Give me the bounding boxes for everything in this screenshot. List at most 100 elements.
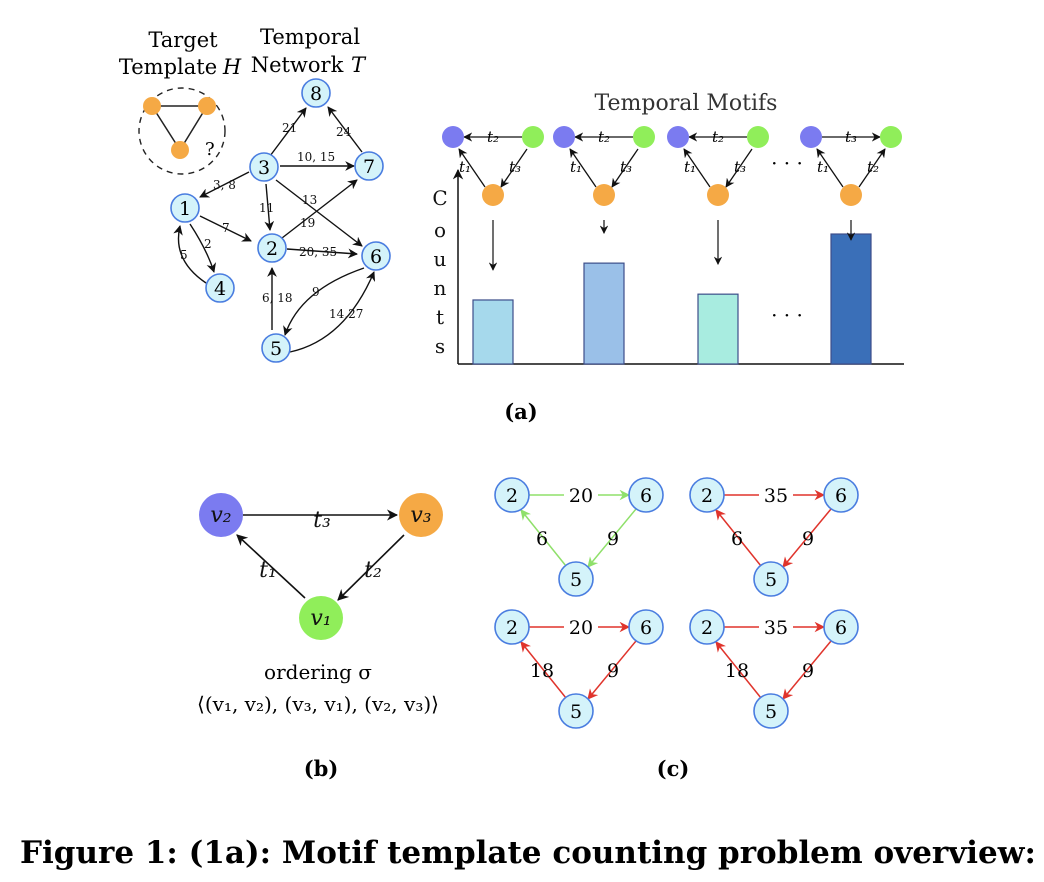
network-title-line1: Temporal (260, 25, 360, 49)
network-node-1: 1 (170, 193, 200, 223)
edge-1-4 (189, 223, 216, 273)
network-edges (173, 106, 376, 353)
edge-3-6 (275, 179, 363, 247)
motif-2-node-green (633, 126, 655, 148)
template-node-left (143, 97, 161, 115)
edge-label-5-2: 6, 18 (262, 291, 293, 305)
instance-2-label-right: 9 (802, 528, 814, 550)
instance-2-label-left: 6 (731, 528, 743, 550)
motif-2-label-top: t₂ (598, 128, 610, 146)
motif-3-label-left: t₁ (684, 158, 696, 176)
edge-label-t3: t₃ (313, 508, 331, 533)
motif-1-label-right: t₃ (509, 158, 521, 176)
instance-2-label-top: 35 (764, 485, 788, 507)
network-title-line2: Network (251, 53, 344, 77)
instance-1-label-right: 9 (607, 528, 619, 550)
instance-4-node-left-label: 2 (701, 617, 713, 639)
network-node-5-label: 5 (270, 338, 282, 360)
instance-4-node-right-label: 6 (835, 617, 847, 639)
network-node-3: 3 (249, 152, 279, 182)
instance-4-node-left (689, 609, 725, 645)
axis-letter-u: u (434, 247, 447, 271)
edge-v1-v2 (236, 534, 306, 599)
instance-2-node-right-label: 6 (835, 485, 847, 507)
edge-label-3-7: 10, 15 (297, 150, 335, 164)
motif-3-node-blue (667, 126, 689, 148)
motif-4-label-top: t₃ (845, 128, 857, 146)
network-node-1-label: 1 (179, 198, 191, 220)
motif-1-node-orange (482, 184, 504, 206)
node-v1 (299, 596, 343, 640)
instance-3-label-right: 9 (607, 660, 619, 682)
edge-2-6 (286, 248, 358, 259)
instance-1-node-left-label: 2 (506, 485, 518, 507)
figure-caption: Figure 1: (1a): Motif template counting … (20, 835, 1036, 871)
network-node-7: 7 (354, 151, 384, 181)
network-node-4: 4 (205, 273, 235, 303)
instance-4-label-right: 9 (802, 660, 814, 682)
network-node-8-label: 8 (310, 83, 322, 105)
motif-1: t₂ t₁ t₃ (442, 126, 544, 271)
template-title-line1: Target (148, 28, 218, 52)
template-node-right (198, 97, 216, 115)
ordering-value: ⟨(v₁, v₂), (v₃, v₁), (v₂, v₃)⟩ (197, 692, 439, 716)
instance-4-label-left: 18 (725, 660, 749, 682)
instance-3-node-left (494, 609, 530, 645)
template-question-mark: ? (205, 139, 215, 160)
edge-label-1-2: 7 (222, 221, 230, 235)
edge-label-1-4: 2 (204, 237, 212, 251)
motif-icons: t₂ t₁ t₃ t₂ t₁ t₃ t₂ t₁ t₃ t₃ t₁ t₂ (442, 126, 902, 271)
instance-4-node-bottom-label: 5 (765, 701, 777, 723)
edge-label-t2: t₂ (364, 558, 382, 583)
motif-1-node-blue (442, 126, 464, 148)
edge-label-3-2: 11 (259, 201, 274, 215)
network-node-2-label: 2 (266, 238, 278, 260)
network-edge-labels: 21 24 10, 15 3, 8 11 13 19 7 2 5 20, 35 … (180, 121, 363, 321)
instance-1-label-left: 6 (536, 528, 548, 550)
network-node-5: 5 (261, 333, 291, 363)
motif-2-node-orange (593, 184, 615, 206)
edge-label-3-6: 13 (302, 193, 317, 207)
network-node-6-label: 6 (370, 246, 382, 268)
edge-3-1 (199, 171, 250, 198)
network-symbol: T (351, 53, 367, 77)
instance-1-node-right-label: 6 (640, 485, 652, 507)
ordering-label: ordering σ (264, 660, 372, 684)
network-node-7-label: 7 (363, 156, 375, 178)
motif-2-node-blue (553, 126, 575, 148)
edge-label-2-6: 20, 35 (299, 245, 337, 259)
panel-a: Target Template H ? Temporal Network T (119, 25, 904, 424)
edge-label-3-1: 3, 8 (213, 178, 236, 192)
motif-4: t₃ t₁ t₂ (800, 126, 902, 241)
motif-2-label-left: t₁ (570, 158, 582, 176)
instance-4: 2 6 5 35 18 9 (689, 609, 859, 729)
panel-c-label: (c) (657, 756, 690, 781)
instance-2-node-bottom (753, 561, 789, 597)
axis-label: C o u n t s (432, 186, 447, 358)
instance-4-label-top: 35 (764, 617, 788, 639)
template-node-bottom (171, 141, 189, 159)
edge-label-7-8: 24 (336, 125, 352, 139)
node-v2 (199, 493, 243, 537)
motif-3-label-top: t₂ (712, 128, 724, 146)
motif-3-node-green (747, 126, 769, 148)
node-v2-label: v₂ (210, 503, 231, 528)
motif-4-node-green (880, 126, 902, 148)
instance-1-node-bottom (558, 561, 594, 597)
instance-3-node-left-label: 2 (506, 617, 518, 639)
template-symbol: H (222, 55, 242, 79)
instance-3-node-bottom-label: 5 (570, 701, 582, 723)
instance-1-node-bottom-label: 5 (570, 569, 582, 591)
bar-1 (472, 299, 514, 365)
motif-2-label-right: t₃ (620, 158, 632, 176)
network-node-2: 2 (257, 233, 287, 263)
bars-ellipsis: · · · (771, 303, 803, 327)
instance-3-node-right (628, 609, 664, 645)
motif-4-node-orange (840, 184, 862, 206)
edge-3-2 (264, 183, 275, 231)
instance-3-node-bottom (558, 693, 594, 729)
network-nodes: 8 3 7 1 2 6 4 (170, 78, 391, 363)
